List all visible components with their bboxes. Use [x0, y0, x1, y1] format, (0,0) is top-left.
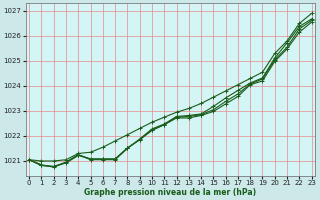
X-axis label: Graphe pression niveau de la mer (hPa): Graphe pression niveau de la mer (hPa) — [84, 188, 256, 197]
